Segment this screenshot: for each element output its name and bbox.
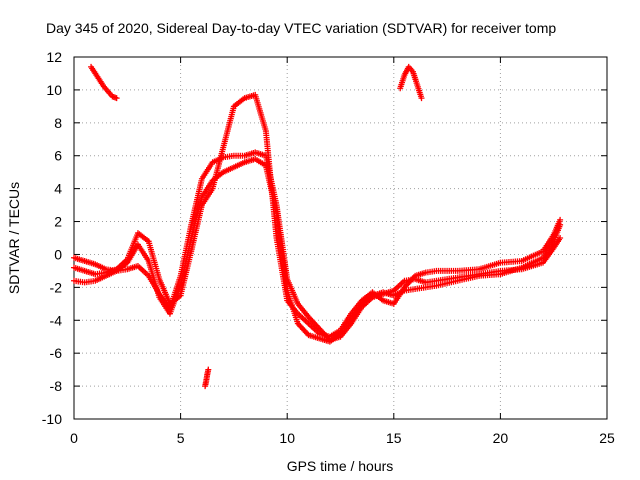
data-points [71, 63, 564, 390]
y-tick-label: 0 [54, 246, 62, 262]
x-tick-label: 20 [493, 430, 509, 446]
x-tick-label: 25 [599, 430, 615, 446]
y-tick-label: -8 [50, 378, 63, 394]
y-tick-label: 12 [46, 49, 62, 65]
data-point-trace-e [418, 95, 425, 102]
grid-lines [74, 57, 607, 419]
x-axis-title: GPS time / hours [287, 458, 394, 474]
y-tick-label: -6 [50, 345, 63, 361]
y-tick-label: 8 [54, 115, 62, 131]
x-tick-label: 10 [279, 430, 295, 446]
x-tick-label: 15 [386, 430, 402, 446]
data-point-trace-c [557, 216, 564, 223]
y-tick-label: -10 [42, 411, 62, 427]
y-tick-label: -2 [50, 279, 63, 295]
x-tick-label: 0 [70, 430, 78, 446]
chart-title: Day 345 of 2020, Sidereal Day-to-day VTE… [46, 20, 556, 36]
y-tick-label: -4 [50, 312, 63, 328]
data-point-trace-f [205, 366, 212, 373]
y-tick-label: 4 [54, 181, 62, 197]
axis-ticks: 0 5 10 15 20 25 -10 -8 -6 -4 -2 0 2 4 6 8 10 12 [42, 49, 615, 446]
y-axis-title: SDTVAR / TECUs [6, 182, 22, 294]
y-tick-label: 6 [54, 148, 62, 164]
x-tick-label: 5 [177, 430, 185, 446]
y-tick-label: 2 [54, 214, 62, 230]
plot-frame [73, 56, 608, 420]
data-point-trace-d [113, 95, 120, 102]
y-tick-label: 10 [46, 82, 62, 98]
